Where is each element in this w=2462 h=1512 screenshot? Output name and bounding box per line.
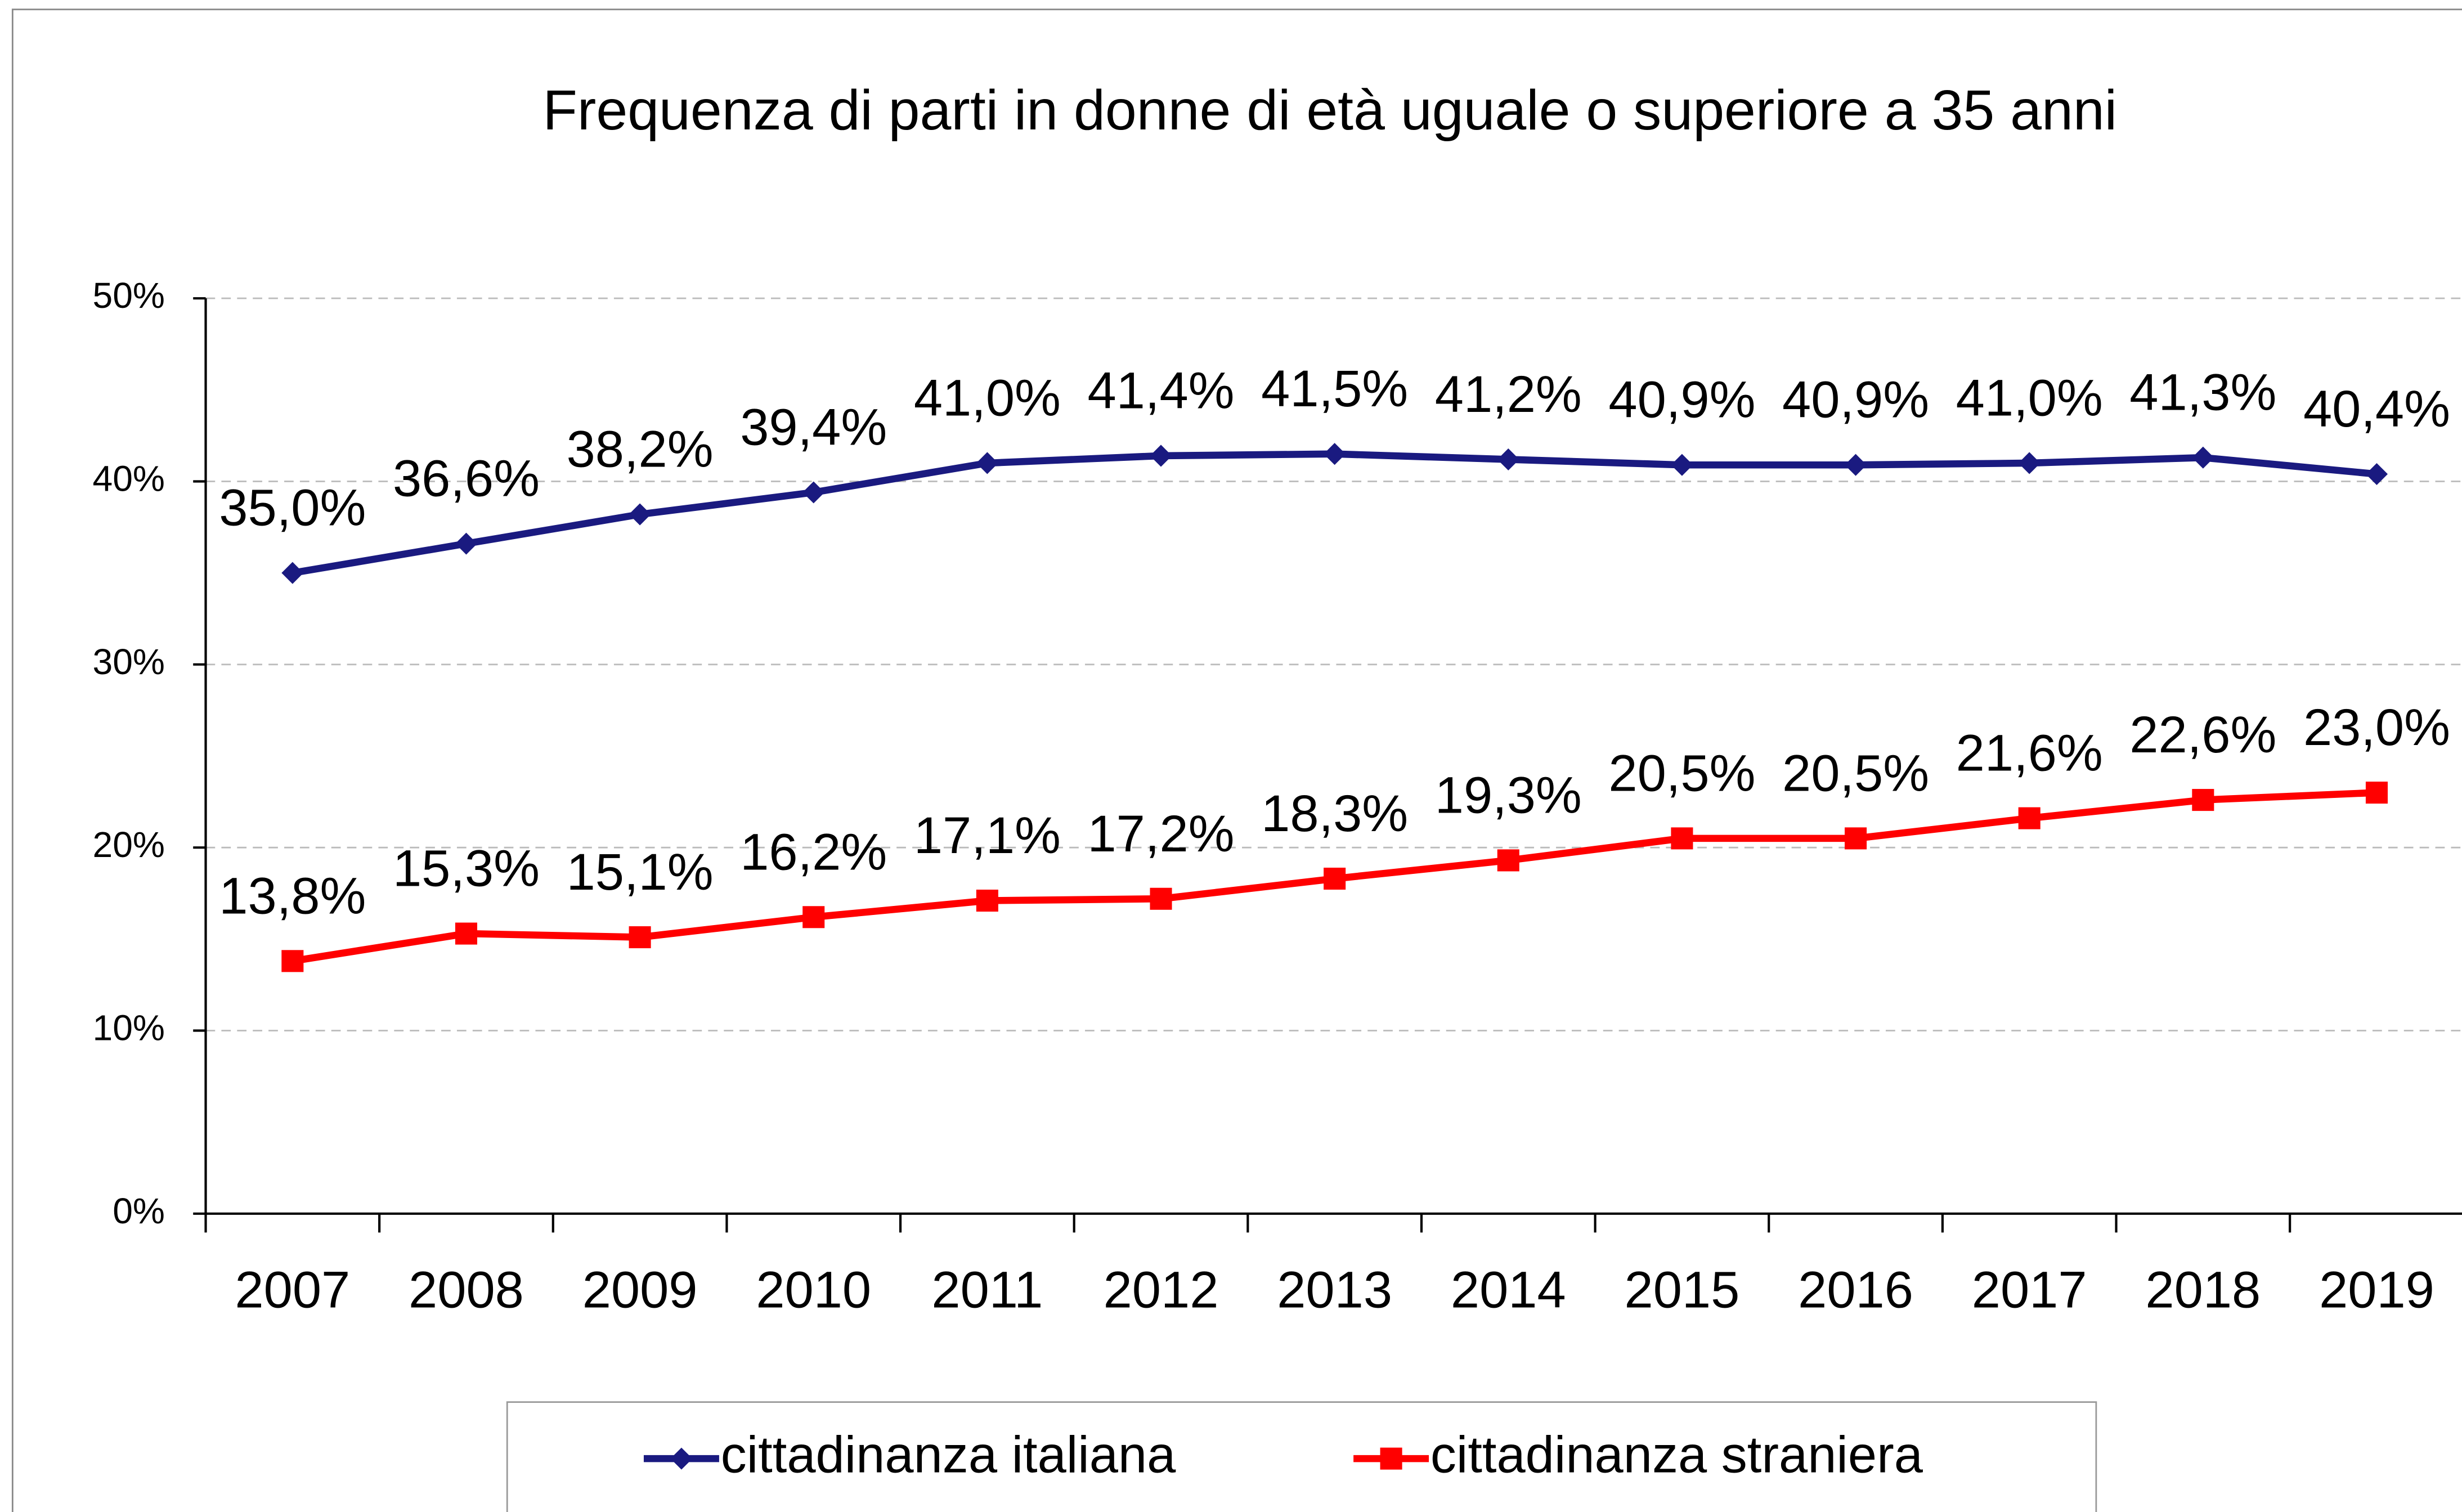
data-label: 16,2% [740, 823, 887, 881]
marker [1150, 445, 1172, 467]
data-label: 21,6% [1956, 724, 2103, 782]
marker [2018, 452, 2041, 474]
marker [1324, 443, 1346, 465]
marker [2365, 463, 2388, 486]
y-tick-label: 10% [93, 1007, 165, 1048]
x-tick-label: 2015 [1625, 1260, 1740, 1318]
x-tick-label: 2014 [1451, 1260, 1566, 1318]
marker [281, 950, 304, 972]
x-tick-label: 2011 [931, 1260, 1043, 1318]
data-label: 38,2% [567, 420, 714, 478]
marker [455, 532, 477, 555]
x-tick-label: 2016 [1798, 1260, 1913, 1318]
data-label: 40,9% [1608, 371, 1755, 429]
data-label: 17,1% [914, 806, 1061, 864]
data-label: 41,3% [2129, 364, 2276, 421]
marker [281, 562, 304, 584]
y-tick-label: 40% [93, 458, 165, 499]
marker [2192, 789, 2214, 811]
legend-label: cittadinanza straniera [1430, 1425, 1923, 1483]
data-label: 41,5% [1261, 360, 1408, 418]
x-tick-label: 2007 [235, 1260, 350, 1318]
legend-box [506, 1401, 2097, 1512]
data-label: 13,8% [219, 867, 366, 925]
marker [1380, 1447, 1402, 1470]
y-tick-label: 20% [93, 824, 165, 865]
marker [1497, 849, 1519, 872]
data-label: 18,3% [1261, 784, 1408, 842]
marker [2365, 782, 2388, 804]
chart-frame [11, 8, 2462, 1512]
x-tick-label: 2019 [2319, 1260, 2434, 1318]
data-label: 36,6% [393, 450, 540, 508]
marker [1845, 827, 1867, 850]
legend-label: cittadinanza italiana [721, 1425, 1176, 1483]
data-label: 40,9% [1782, 371, 1929, 429]
data-label: 41,0% [914, 369, 1061, 427]
x-tick-label: 2008 [409, 1260, 524, 1318]
data-label: 41,4% [1087, 361, 1234, 419]
marker [2018, 807, 2041, 829]
marker [1671, 454, 1693, 476]
y-tick-label: 0% [113, 1191, 165, 1231]
data-label: 41,2% [1435, 365, 1582, 423]
marker [629, 926, 651, 949]
x-tick-label: 2012 [1104, 1260, 1219, 1318]
marker [1497, 448, 1519, 470]
marker [455, 922, 477, 945]
marker [670, 1447, 693, 1470]
data-label: 41,0% [1956, 369, 2103, 427]
data-label: 17,2% [1087, 805, 1234, 863]
data-label: 39,4% [740, 398, 887, 456]
marker [802, 481, 825, 504]
marker [629, 503, 651, 526]
data-label: 22,6% [2129, 706, 2276, 764]
chart-title: Frequenza di parti in donne di età ugual… [543, 79, 2118, 142]
marker [976, 452, 998, 474]
data-label: 20,5% [1608, 744, 1755, 802]
marker [1671, 827, 1693, 850]
x-tick-label: 2017 [1972, 1260, 2087, 1318]
data-label: 20,5% [1782, 744, 1929, 802]
data-label: 23,0% [2303, 698, 2450, 756]
marker [802, 906, 825, 928]
x-tick-label: 2018 [2145, 1260, 2261, 1318]
marker [976, 889, 998, 912]
marker [1150, 887, 1172, 910]
data-label: 40,4% [2303, 380, 2450, 438]
data-label: 35,0% [219, 479, 366, 537]
x-tick-label: 2013 [1277, 1260, 1392, 1318]
x-tick-label: 2010 [756, 1260, 871, 1318]
data-label: 19,3% [1435, 766, 1582, 824]
data-label: 15,1% [567, 843, 714, 901]
x-tick-label: 2009 [582, 1260, 698, 1318]
y-tick-label: 50% [93, 275, 165, 316]
data-label: 15,3% [393, 840, 540, 898]
marker [2192, 446, 2214, 469]
y-tick-label: 30% [93, 641, 165, 682]
marker [1324, 867, 1346, 890]
marker [1845, 454, 1867, 476]
